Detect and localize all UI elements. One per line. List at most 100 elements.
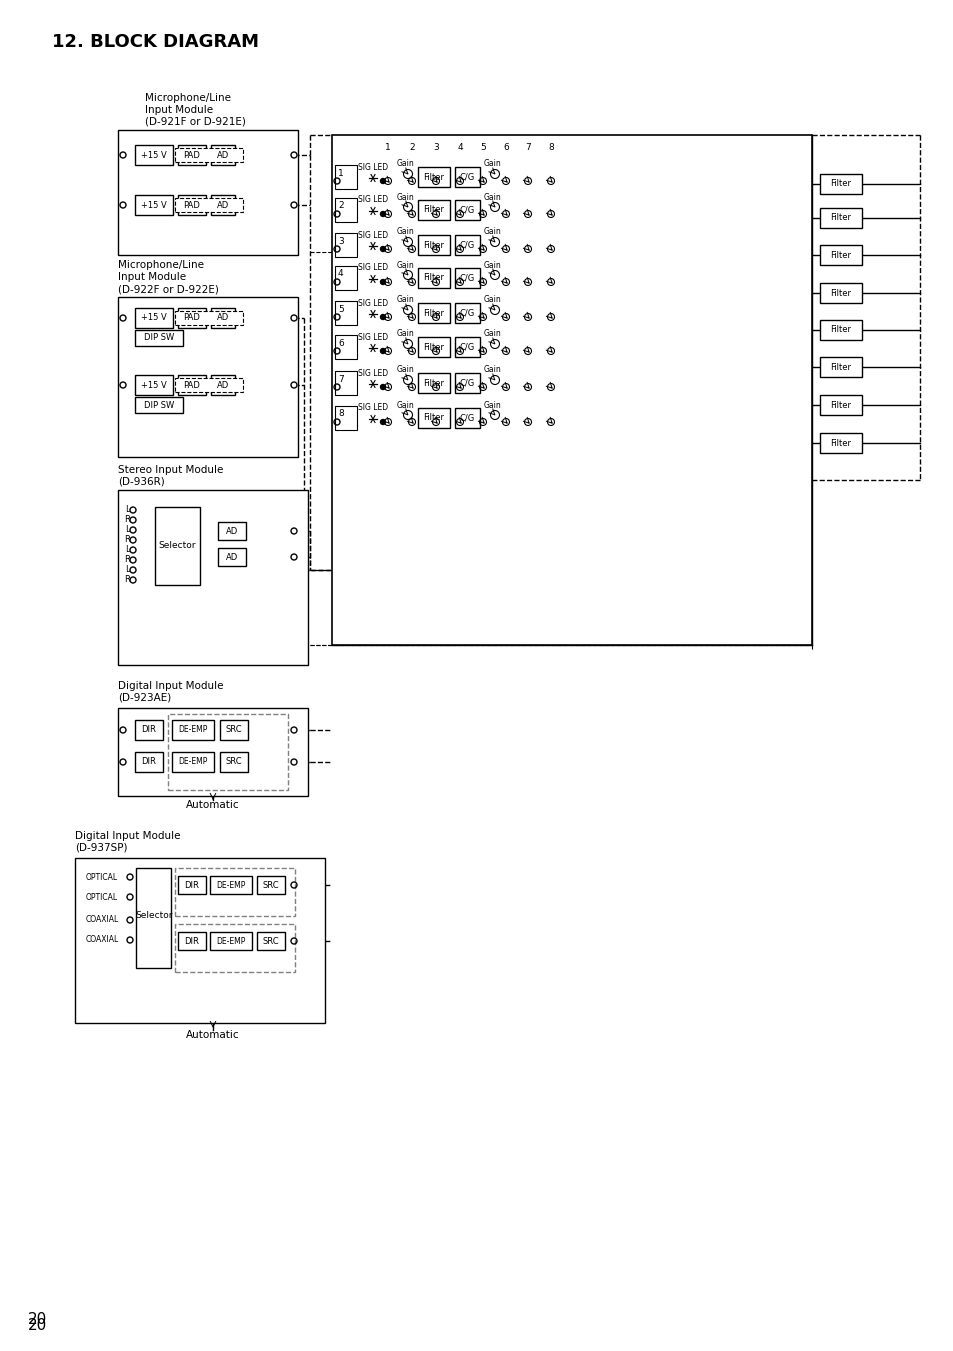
- Text: DE-EMP: DE-EMP: [216, 936, 246, 946]
- Bar: [455, 336, 479, 357]
- Text: Filter: Filter: [830, 362, 851, 372]
- Bar: [135, 308, 172, 328]
- Text: C/G: C/G: [459, 378, 475, 388]
- Text: Filter: Filter: [830, 289, 851, 297]
- Bar: [332, 135, 811, 644]
- Text: R: R: [124, 555, 130, 565]
- Circle shape: [380, 212, 385, 216]
- Text: 3: 3: [337, 236, 343, 246]
- Text: Filter: Filter: [423, 413, 444, 423]
- Bar: [335, 372, 356, 394]
- Text: OPTICAL: OPTICAL: [86, 893, 118, 901]
- Text: Gain: Gain: [483, 296, 501, 304]
- Text: Gain: Gain: [483, 330, 501, 339]
- Circle shape: [380, 315, 385, 319]
- Text: Selector: Selector: [135, 911, 172, 920]
- Bar: [417, 303, 450, 323]
- Bar: [417, 235, 450, 255]
- Bar: [455, 408, 479, 428]
- Text: AD: AD: [216, 381, 229, 389]
- Text: Filter: Filter: [830, 439, 851, 447]
- Text: 1: 1: [385, 143, 391, 153]
- Bar: [335, 199, 356, 222]
- Text: 12. BLOCK DIAGRAM: 12. BLOCK DIAGRAM: [52, 32, 258, 51]
- Bar: [335, 335, 356, 359]
- Text: Microphone/Line: Microphone/Line: [118, 259, 204, 270]
- Bar: [455, 200, 479, 220]
- Text: Selector: Selector: [158, 540, 195, 550]
- Text: Filter: Filter: [423, 173, 444, 181]
- Bar: [211, 308, 234, 328]
- Text: 4: 4: [337, 269, 343, 278]
- Bar: [178, 932, 206, 950]
- Text: SRC: SRC: [262, 881, 279, 889]
- Text: Stereo Input Module: Stereo Input Module: [118, 465, 223, 476]
- Bar: [178, 308, 206, 328]
- Text: SIG LED: SIG LED: [357, 196, 388, 204]
- Circle shape: [380, 178, 385, 184]
- Text: Gain: Gain: [483, 261, 501, 269]
- Bar: [118, 708, 308, 796]
- Bar: [178, 875, 206, 894]
- Text: 20: 20: [28, 1313, 48, 1328]
- Bar: [178, 195, 206, 215]
- Text: Gain: Gain: [483, 192, 501, 201]
- Text: C/G: C/G: [459, 240, 475, 250]
- Bar: [820, 394, 862, 415]
- Text: 5: 5: [337, 304, 343, 313]
- Text: Microphone/Line: Microphone/Line: [145, 93, 231, 103]
- Text: (D-937SP): (D-937SP): [75, 843, 128, 852]
- Bar: [820, 245, 862, 265]
- Circle shape: [380, 349, 385, 354]
- Text: 8: 8: [337, 409, 343, 419]
- Bar: [820, 434, 862, 453]
- Bar: [335, 407, 356, 430]
- Text: Filter: Filter: [423, 308, 444, 317]
- Bar: [218, 549, 246, 566]
- Text: Filter: Filter: [830, 326, 851, 335]
- Text: Digital Input Module: Digital Input Module: [118, 681, 223, 690]
- Bar: [174, 378, 243, 392]
- Text: +15 V: +15 V: [141, 200, 167, 209]
- Text: L: L: [125, 566, 130, 574]
- Text: Automatic: Automatic: [186, 1029, 239, 1040]
- Text: C/G: C/G: [459, 273, 475, 282]
- Text: AD: AD: [216, 200, 229, 209]
- Bar: [455, 168, 479, 186]
- Bar: [455, 373, 479, 393]
- Text: SRC: SRC: [226, 725, 242, 735]
- Bar: [174, 867, 294, 916]
- Text: SIG LED: SIG LED: [357, 231, 388, 239]
- Bar: [417, 336, 450, 357]
- Text: (D-936R): (D-936R): [118, 477, 165, 486]
- Bar: [820, 282, 862, 303]
- Text: Filter: Filter: [830, 250, 851, 259]
- Bar: [154, 507, 200, 585]
- Bar: [168, 713, 288, 790]
- Text: Gain: Gain: [396, 400, 415, 409]
- Text: DIR: DIR: [141, 758, 156, 766]
- Bar: [455, 267, 479, 288]
- Bar: [211, 376, 234, 394]
- Bar: [135, 195, 172, 215]
- Bar: [417, 267, 450, 288]
- Bar: [211, 145, 234, 165]
- Text: Gain: Gain: [396, 261, 415, 269]
- Text: Gain: Gain: [396, 296, 415, 304]
- Bar: [417, 373, 450, 393]
- Text: DIR: DIR: [141, 725, 156, 735]
- Text: C/G: C/G: [459, 413, 475, 423]
- Bar: [335, 165, 356, 189]
- Text: DIR: DIR: [184, 881, 199, 889]
- Text: L: L: [125, 526, 130, 535]
- Text: COAXIAL: COAXIAL: [86, 916, 119, 924]
- Text: AD: AD: [216, 313, 229, 323]
- Text: (D-921F or D-921E): (D-921F or D-921E): [145, 118, 246, 127]
- Text: C/G: C/G: [459, 173, 475, 181]
- Text: Input Module: Input Module: [118, 272, 186, 282]
- Text: AD: AD: [216, 150, 229, 159]
- Text: Gain: Gain: [396, 192, 415, 201]
- Bar: [417, 168, 450, 186]
- Text: 20: 20: [28, 1317, 48, 1332]
- Text: PAD: PAD: [183, 313, 200, 323]
